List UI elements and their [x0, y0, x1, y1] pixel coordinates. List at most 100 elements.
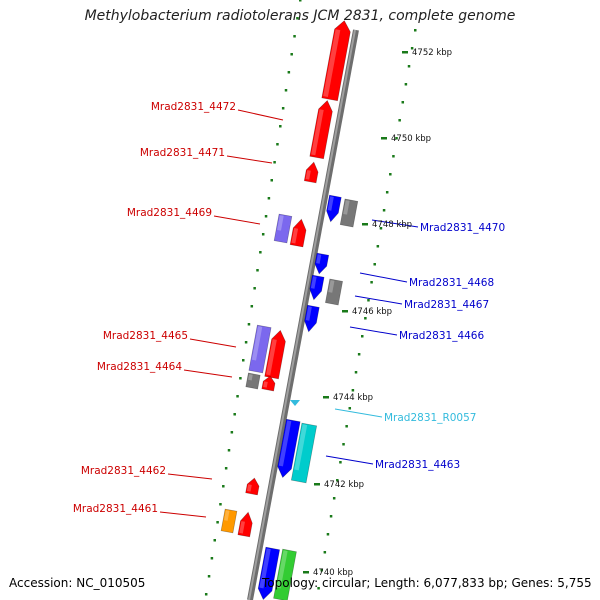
gene-label-left: Mrad2831_4461 [73, 503, 158, 515]
guide-dot [273, 161, 276, 164]
gene-feature [248, 324, 272, 374]
gene-feature [339, 198, 359, 228]
guide-dot [320, 569, 323, 572]
gene-label-left: Mrad2831_4465 [103, 330, 188, 342]
map-title: Methylobacterium radiotolerans JCM 2831,… [84, 8, 516, 24]
gene-features [220, 20, 359, 600]
accession-text: Accession: NC_010505 [9, 576, 146, 590]
scale-tick-label: 4746 kbp [352, 307, 392, 317]
gene-feature [321, 20, 351, 102]
scale-tick [323, 396, 329, 399]
gene-feature [325, 278, 343, 306]
guide-dot [259, 251, 262, 254]
guide-dot [332, 497, 336, 500]
guide-dot [360, 335, 364, 338]
rna-marker [290, 400, 300, 406]
guide-dot [373, 263, 376, 266]
gene-feature [220, 508, 238, 534]
gene-feature [261, 375, 276, 392]
guide-dot [395, 137, 398, 140]
guide-dot [284, 89, 288, 92]
guide-dot [326, 533, 330, 536]
scale-ticks: 4752 kbp 4750 kbp 4748 kbp 4746 kbp 4744 kbp… [303, 48, 452, 578]
gene-feature [314, 252, 330, 275]
scale-tick-label: 4744 kbp [333, 393, 373, 403]
guide-dot [224, 467, 228, 470]
scale-tick [314, 483, 320, 486]
guide-dot [204, 593, 208, 596]
scale-tick [381, 137, 387, 140]
guide-dot [407, 65, 411, 68]
guide-dot [329, 515, 333, 518]
label-connector [183, 369, 233, 378]
gene-label-right: Mrad2831_4467 [404, 299, 489, 311]
scale-tick [342, 310, 348, 313]
guide-dot [219, 503, 222, 506]
scale-tick [362, 223, 368, 226]
guide-dot [382, 209, 386, 212]
guide-dot [213, 539, 216, 542]
guide-dot [233, 413, 236, 416]
gene-feature [289, 218, 307, 248]
guide-dot [398, 119, 401, 122]
gene-label-right: Mrad2831_4470 [420, 222, 505, 234]
guide-dot [239, 377, 242, 380]
guide-dot [270, 179, 273, 182]
guide-dot [336, 479, 339, 482]
guide-dot [293, 35, 296, 38]
guide-dot [354, 371, 358, 374]
gene-feature [257, 546, 280, 600]
gene-feature [273, 548, 297, 600]
guide-dot [287, 71, 291, 74]
guide-dot [367, 299, 370, 302]
scale-tick-label: 4752 kbp [412, 48, 452, 58]
guide-dot [345, 425, 348, 428]
gene-feature [277, 418, 301, 479]
gene-labels: Mrad2831_4472 Mrad2831_4471 Mrad2831_4469 M… [73, 101, 505, 515]
guide-dot [376, 245, 380, 248]
gene-feature [326, 194, 342, 223]
label-connector [334, 408, 383, 418]
guide-dot [230, 431, 234, 434]
label-connector [359, 272, 408, 283]
gene-feature [304, 304, 320, 333]
guide-dot [401, 101, 405, 104]
label-connector [354, 295, 403, 305]
guide-dot [379, 227, 383, 230]
gene-feature [264, 329, 286, 380]
guide-dot [364, 317, 367, 320]
gene-feature [245, 477, 260, 496]
gene-feature [245, 372, 261, 390]
guide-dot [299, 0, 302, 2]
label-connector [226, 155, 273, 164]
guide-dot [348, 407, 352, 410]
guide-dot [242, 359, 245, 362]
gene-feature [303, 161, 319, 184]
guide-dot [264, 215, 268, 218]
guide-dot [342, 443, 345, 446]
guide-dot [210, 557, 214, 560]
label-connector [237, 109, 284, 121]
guide-dot [385, 191, 389, 194]
guide-dot [279, 125, 282, 128]
guide-dot [410, 47, 414, 50]
guide-dot [256, 269, 259, 272]
gene-label-left: Mrad2831_4469 [127, 207, 212, 219]
guide-dot [357, 353, 361, 356]
label-connector [167, 473, 213, 480]
guide-dot [261, 233, 265, 236]
gene-feature [309, 99, 333, 160]
guide-dot [250, 305, 254, 308]
gene-feature [309, 274, 325, 301]
guide-dot [281, 107, 285, 110]
gene-feature [273, 213, 293, 244]
guide-dot [253, 287, 256, 290]
guide-dot [216, 521, 219, 524]
gene-label-left: Mrad2831_4462 [81, 465, 166, 477]
label-connector [325, 455, 374, 465]
guide-dot [222, 485, 225, 488]
label-connector [371, 219, 419, 228]
guide-dot [290, 53, 293, 56]
guide-dot [351, 389, 355, 392]
